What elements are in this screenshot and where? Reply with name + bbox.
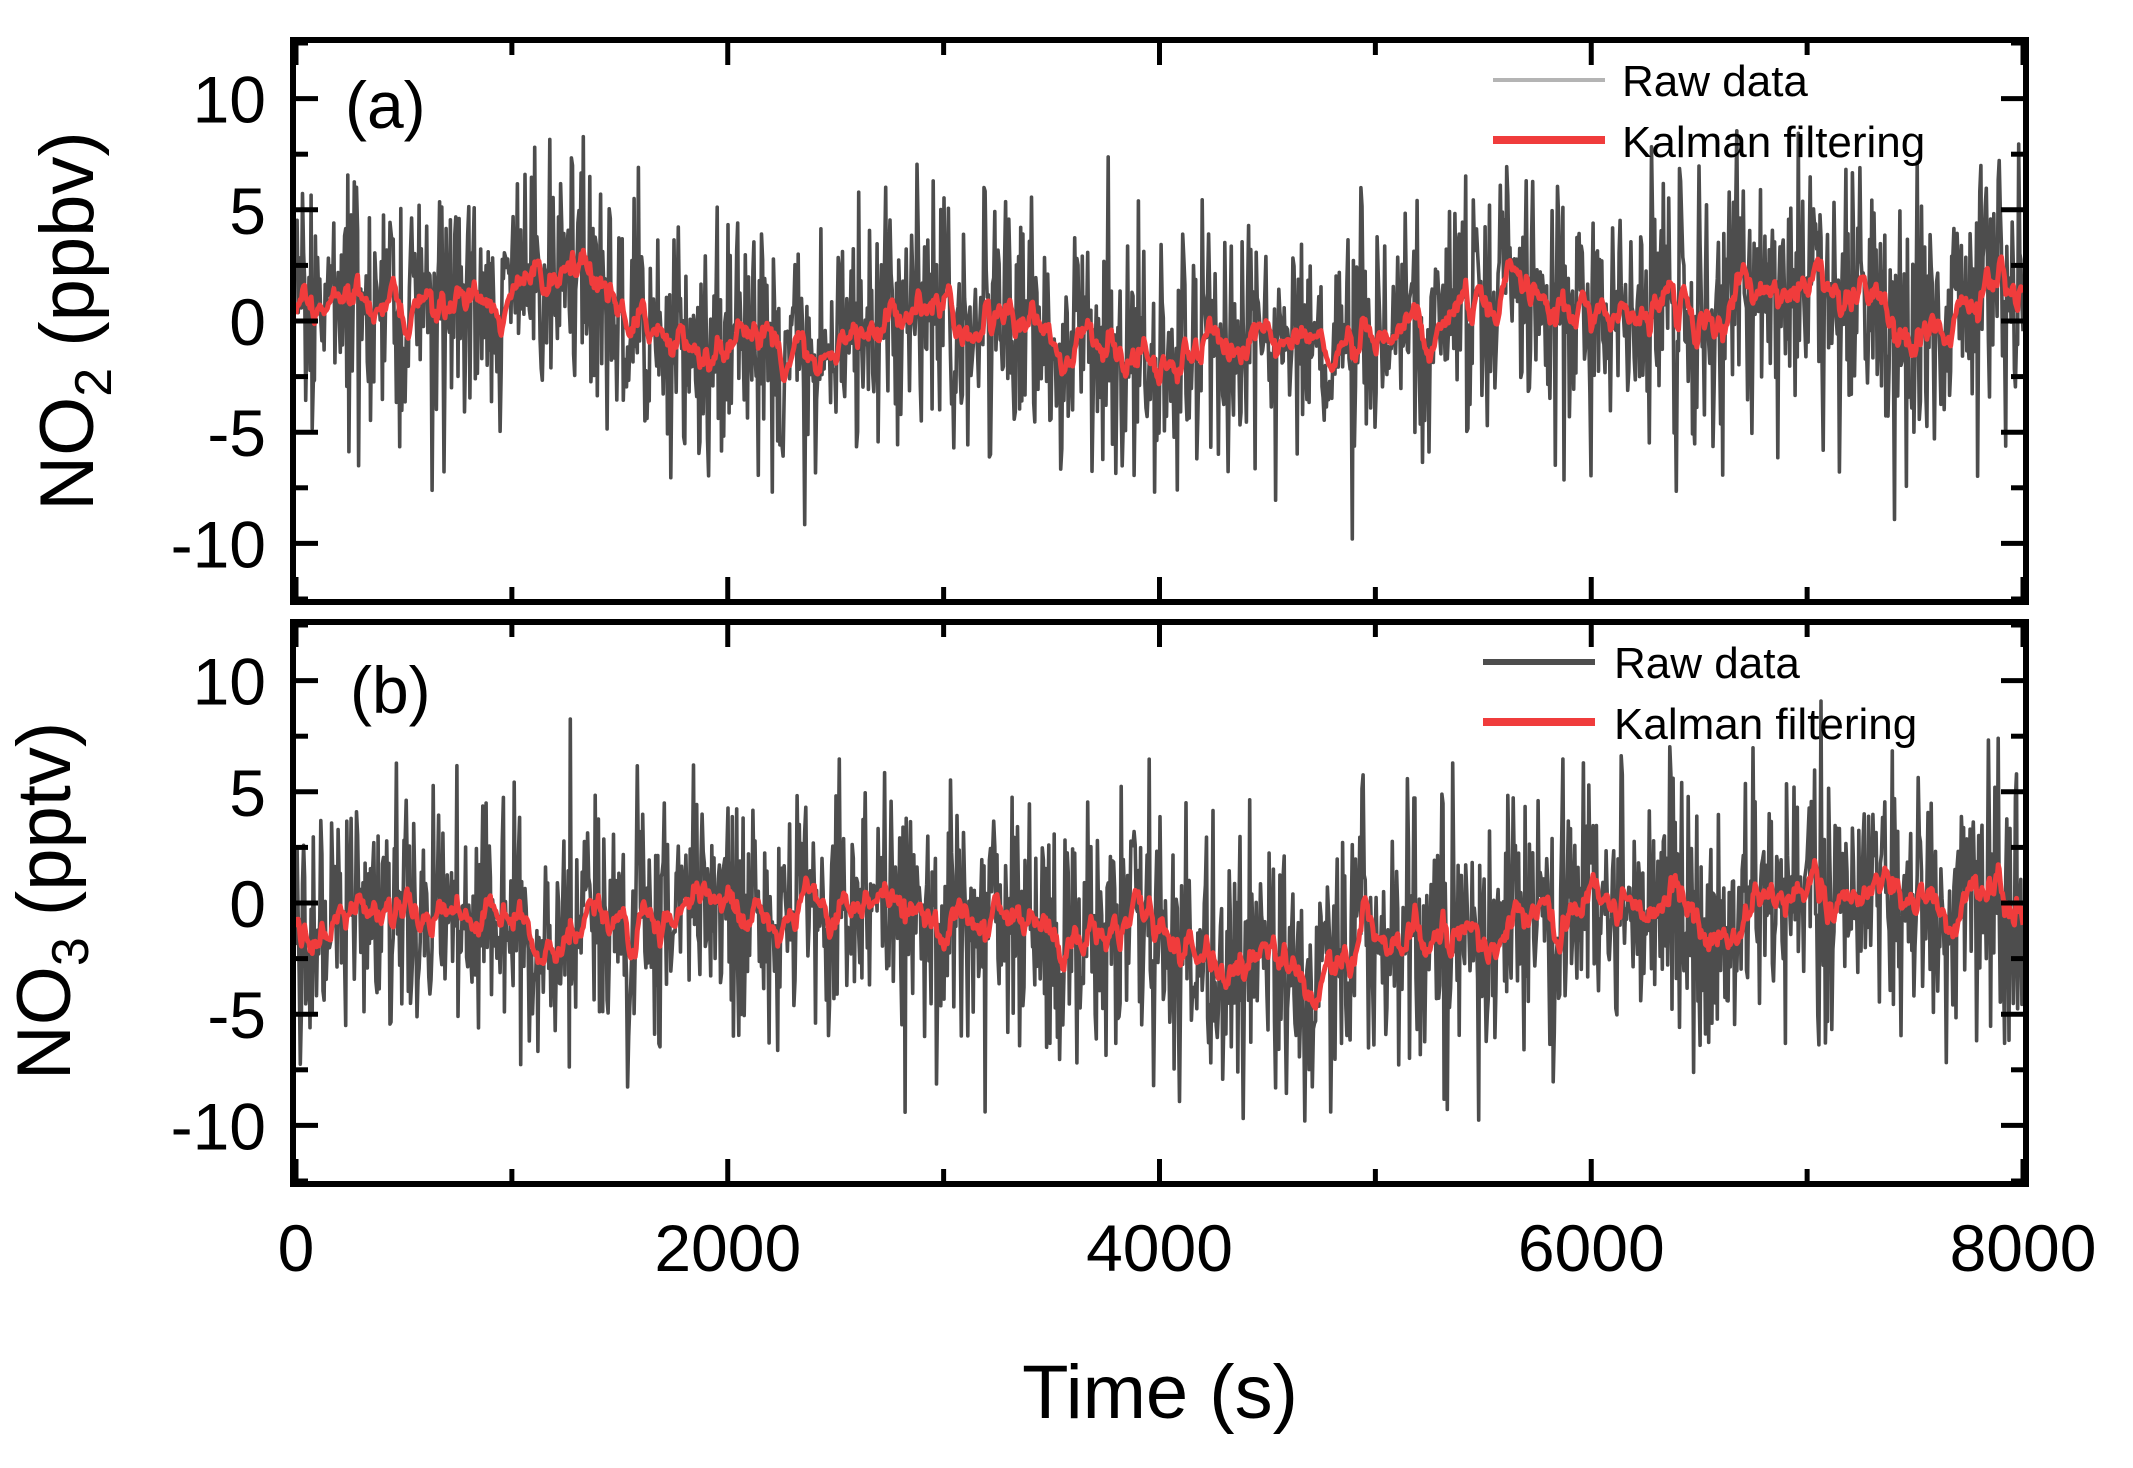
y-tick-label: -5 bbox=[207, 978, 266, 1052]
x-tick-label: 4000 bbox=[1086, 1211, 1233, 1285]
panel-b-y-axis-title: NO3 (pptv) bbox=[2, 722, 100, 1080]
x-tick-label: 0 bbox=[278, 1211, 315, 1285]
x-axis-title: Time (s) bbox=[1022, 1350, 1298, 1435]
y-tick-label: 5 bbox=[229, 174, 266, 248]
panel-b-label: (b) bbox=[350, 653, 431, 727]
y-tick-label: 10 bbox=[193, 63, 266, 137]
y-tick-label: -10 bbox=[171, 507, 266, 581]
panel-b-legend-raw-label: Raw data bbox=[1614, 639, 1800, 688]
x-tick-label: 6000 bbox=[1518, 1211, 1665, 1285]
panel-a-ylabel-sub: 2 bbox=[65, 368, 123, 397]
panel-a-legend-kalman-label: Kalman filtering bbox=[1622, 118, 1925, 167]
panel-b-legend-kalman-label: Kalman filtering bbox=[1614, 700, 1917, 749]
panel-b: 10 5 0 -5 -10 0 2000 4000 6000 8000 (b) NO3 (ppt… bbox=[2, 619, 2097, 1285]
series-line-raw-data bbox=[296, 699, 2023, 1123]
panel-a-ylabel-main: NO bbox=[25, 397, 110, 511]
y-tick-label: 5 bbox=[229, 756, 266, 830]
panel-a-label: (a) bbox=[345, 68, 426, 142]
panel-b-ylabel-sub: 3 bbox=[42, 937, 100, 966]
panel-b-legend: Raw data Kalman filtering bbox=[1483, 639, 1917, 749]
x-tick-label: 8000 bbox=[1950, 1211, 2097, 1285]
panel-a-plot-area bbox=[296, 129, 2023, 541]
y-tick-label: 0 bbox=[229, 867, 266, 941]
series-line-kalman-filtering bbox=[296, 247, 2023, 387]
panel-b-ticks bbox=[293, 622, 2026, 1184]
panel-a-y-axis-title: NO2 (ppbv) bbox=[25, 131, 123, 510]
panel-a-legend: Raw data Kalman filtering bbox=[1493, 57, 1925, 167]
y-tick-label: 10 bbox=[193, 645, 266, 719]
series-line-raw-data bbox=[296, 129, 2023, 541]
x-tick-label: 2000 bbox=[654, 1211, 801, 1285]
panel-b-ylabel-unit: (pptv) bbox=[2, 722, 87, 937]
y-tick-label: -5 bbox=[207, 396, 266, 470]
panel-b-frame bbox=[290, 619, 2029, 1187]
panel-b-y-tick-labels: 10 5 0 -5 -10 bbox=[171, 645, 266, 1164]
y-tick-label: -10 bbox=[171, 1089, 266, 1163]
panel-a-frame bbox=[290, 37, 2029, 605]
panel-b-ylabel-main: NO bbox=[2, 966, 87, 1080]
series-line-kalman-filtering bbox=[296, 858, 2023, 1011]
panel-a-legend-raw-label: Raw data bbox=[1622, 57, 1808, 106]
panel-a-ticks bbox=[293, 40, 2026, 602]
x-tick-labels: 0 2000 4000 6000 8000 bbox=[278, 1211, 2097, 1285]
panel-a-ylabel-unit: (ppbv) bbox=[25, 131, 110, 368]
panel-a-y-tick-labels: 10 5 0 -5 -10 bbox=[171, 63, 266, 582]
y-tick-label: 0 bbox=[229, 285, 266, 359]
panel-a: 10 5 0 -5 -10 (a) NO2 (ppbv) Raw data Kalman… bbox=[25, 37, 2029, 605]
panel-b-plot-area bbox=[296, 699, 2023, 1123]
